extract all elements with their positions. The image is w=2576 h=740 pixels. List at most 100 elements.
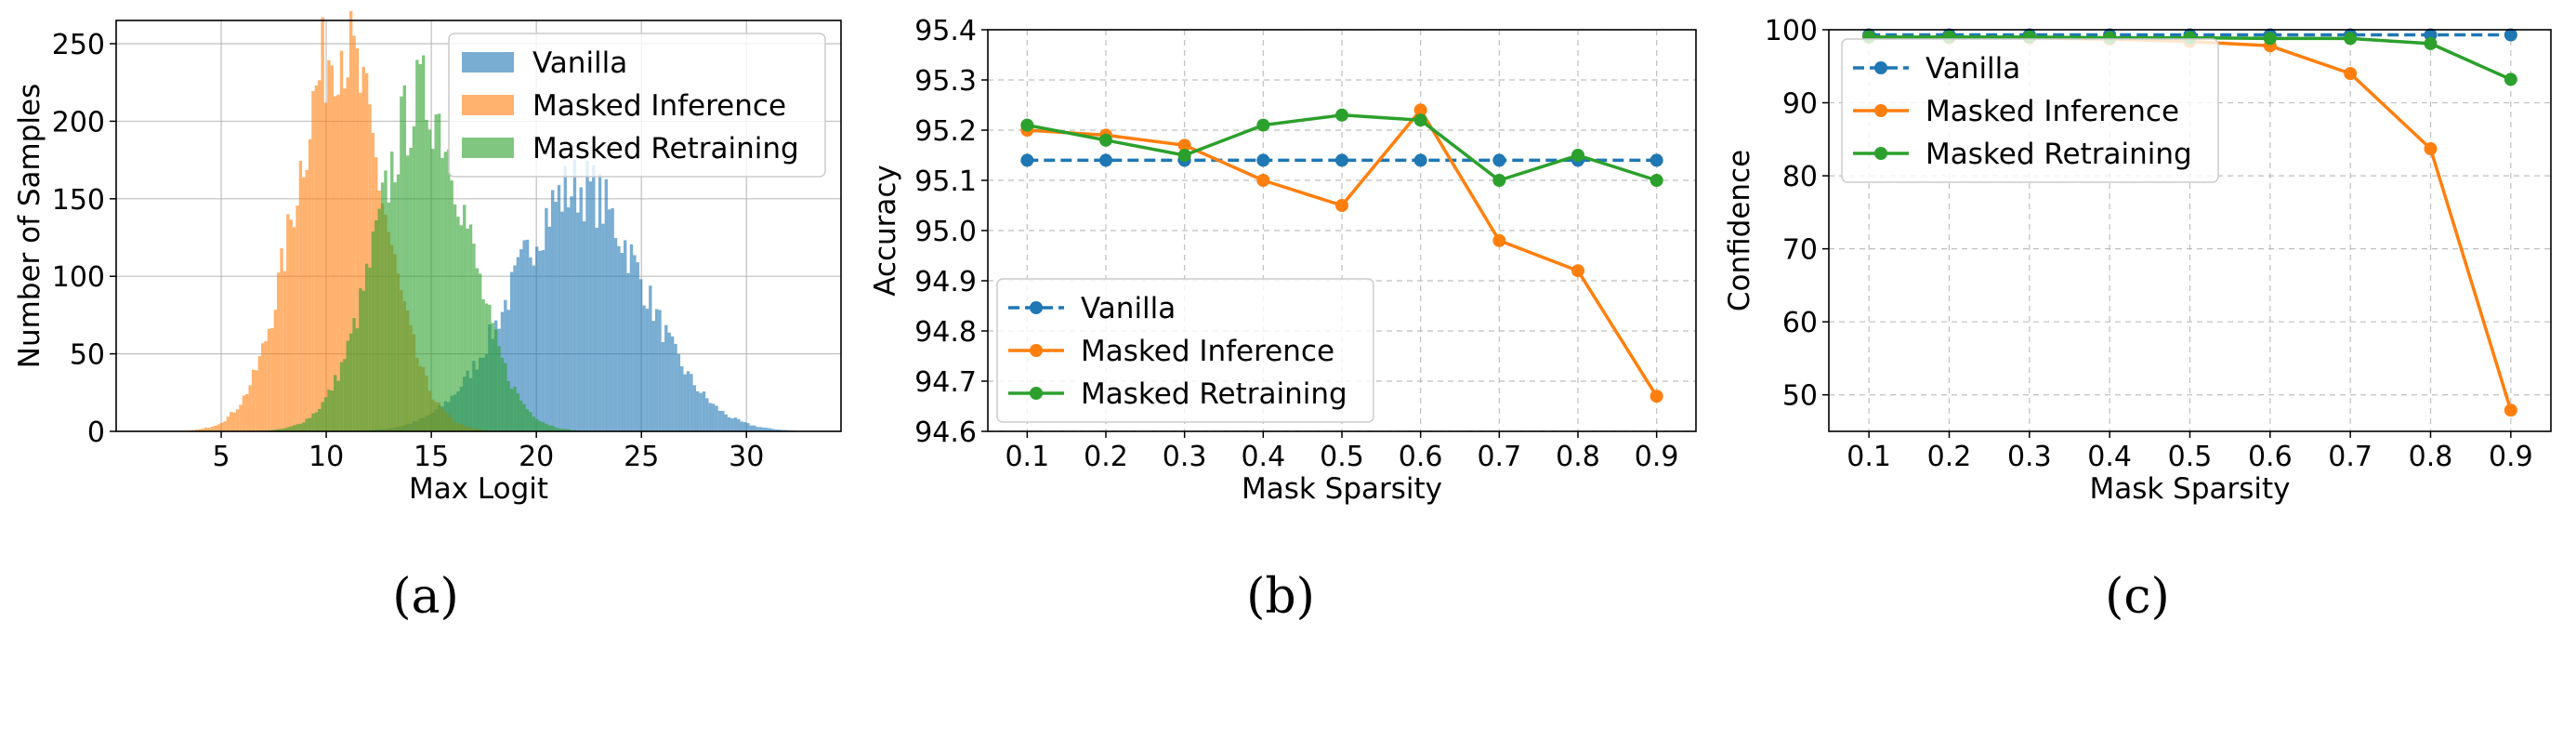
histogram-bar	[658, 310, 662, 431]
histogram-bar	[334, 375, 337, 431]
histogram-bar	[585, 160, 589, 431]
x-tick-label: 0.8	[1556, 441, 1600, 473]
histogram-bar	[479, 273, 482, 431]
histogram-bar	[547, 425, 551, 431]
data-point	[1413, 153, 1427, 167]
histogram-bar	[649, 285, 652, 431]
histogram-bar	[598, 174, 602, 431]
histogram-bar	[245, 393, 249, 431]
histogram-bar	[336, 94, 340, 431]
legend-marker	[1030, 301, 1043, 314]
histogram-bar	[617, 245, 621, 431]
histogram-bar	[771, 429, 775, 431]
data-point	[1020, 153, 1034, 167]
y-tick-label: 94.8	[914, 316, 977, 349]
histogram-bar	[509, 271, 514, 431]
histogram-bar	[529, 412, 532, 431]
histogram-bar	[223, 421, 227, 431]
data-point	[1177, 149, 1191, 162]
histogram-bar	[450, 180, 453, 431]
histogram-bar	[661, 341, 665, 431]
histogram-bar	[595, 228, 598, 431]
histogram-bar	[572, 159, 577, 431]
histogram-bar	[724, 414, 728, 431]
x-axis-label: Max Logit	[409, 472, 548, 506]
histogram-bar	[352, 318, 356, 431]
caption-c: (c)	[2105, 569, 2170, 625]
histogram-bar	[463, 205, 467, 431]
histogram-bar	[705, 398, 709, 431]
y-tick-label: 95.3	[914, 65, 977, 98]
histogram-bar	[497, 346, 501, 431]
x-tick-label: 0.7	[2328, 441, 2372, 473]
histogram-bar	[380, 182, 385, 431]
histogram-bar	[545, 207, 548, 431]
x-tick-label: 5	[212, 441, 230, 473]
histogram-bar	[364, 73, 369, 432]
y-tick-label: 94.6	[914, 416, 977, 449]
legend-marker	[1874, 61, 1887, 74]
x-tick-label: 30	[729, 441, 764, 473]
legend-label: Masked Retraining	[532, 132, 799, 165]
histogram-bar	[699, 392, 703, 431]
histogram-bar	[239, 404, 243, 431]
histogram-bar	[453, 204, 457, 431]
histogram-bar	[717, 410, 722, 431]
histogram-bar	[292, 425, 296, 431]
histogram-bar	[708, 403, 712, 431]
histogram-bar	[330, 390, 334, 431]
y-tick-label: 250	[52, 29, 105, 61]
histogram-bar	[248, 385, 252, 431]
histogram-bar	[541, 422, 545, 431]
histogram-bar	[686, 371, 690, 431]
histogram-bar	[516, 257, 520, 431]
histogram-bar	[402, 85, 406, 431]
legend-label: Masked Retraining	[1925, 138, 2192, 171]
histogram-bar	[547, 226, 551, 431]
x-tick-label: 0.6	[1399, 441, 1443, 473]
histogram-bar	[753, 425, 756, 431]
histogram-bar	[711, 403, 716, 431]
histogram-bar	[393, 182, 397, 432]
histogram-bar	[504, 363, 507, 431]
histogram-bar	[201, 428, 204, 431]
legend-label: Vanilla	[1081, 292, 1176, 325]
histogram-bar	[570, 196, 573, 431]
histogram-bar	[421, 55, 426, 431]
histogram-bar	[481, 298, 485, 431]
histogram-bar	[217, 424, 220, 431]
panel-b-accuracy-chart: 0.1 0.2 0.3 0.4 0.5 0.6 0.7 0.8 0.9 94.6 94.7 94.8 9…	[869, 15, 1697, 506]
histogram-bar	[696, 390, 700, 431]
data-point	[1492, 233, 1506, 247]
y-tick-label: 95.1	[914, 165, 977, 198]
histogram-bar	[286, 214, 290, 431]
histogram-bar	[582, 221, 586, 431]
y-axis-label: Accuracy	[869, 165, 902, 297]
histogram-bar	[447, 149, 451, 432]
histogram-bar	[296, 205, 299, 431]
data-point	[2504, 403, 2517, 417]
histogram-bar	[257, 356, 261, 431]
histogram-bar	[538, 421, 542, 431]
data-point	[1335, 153, 1348, 167]
plot-frame	[1828, 29, 2552, 432]
caption-b: (b)	[1246, 569, 1315, 625]
histogram-bar	[311, 413, 315, 431]
histogram-series-3	[264, 55, 580, 432]
histogram-bar	[387, 202, 391, 431]
histogram-bar	[276, 429, 281, 431]
histogram-bar	[305, 169, 309, 432]
histogram-bar	[774, 429, 779, 431]
histogram-bar	[563, 429, 567, 431]
histogram-bar	[633, 255, 637, 431]
histogram-bar	[746, 423, 750, 431]
histogram-bar	[636, 262, 639, 431]
histogram-bar	[588, 181, 593, 431]
histogram-bar	[298, 161, 303, 431]
histogram-bar	[359, 288, 362, 431]
histogram-bar	[242, 395, 246, 431]
histogram-bar	[273, 429, 277, 431]
y-tick-label: 50	[1782, 380, 1818, 413]
histogram-bar	[608, 209, 611, 431]
histogram-bar	[327, 59, 331, 432]
